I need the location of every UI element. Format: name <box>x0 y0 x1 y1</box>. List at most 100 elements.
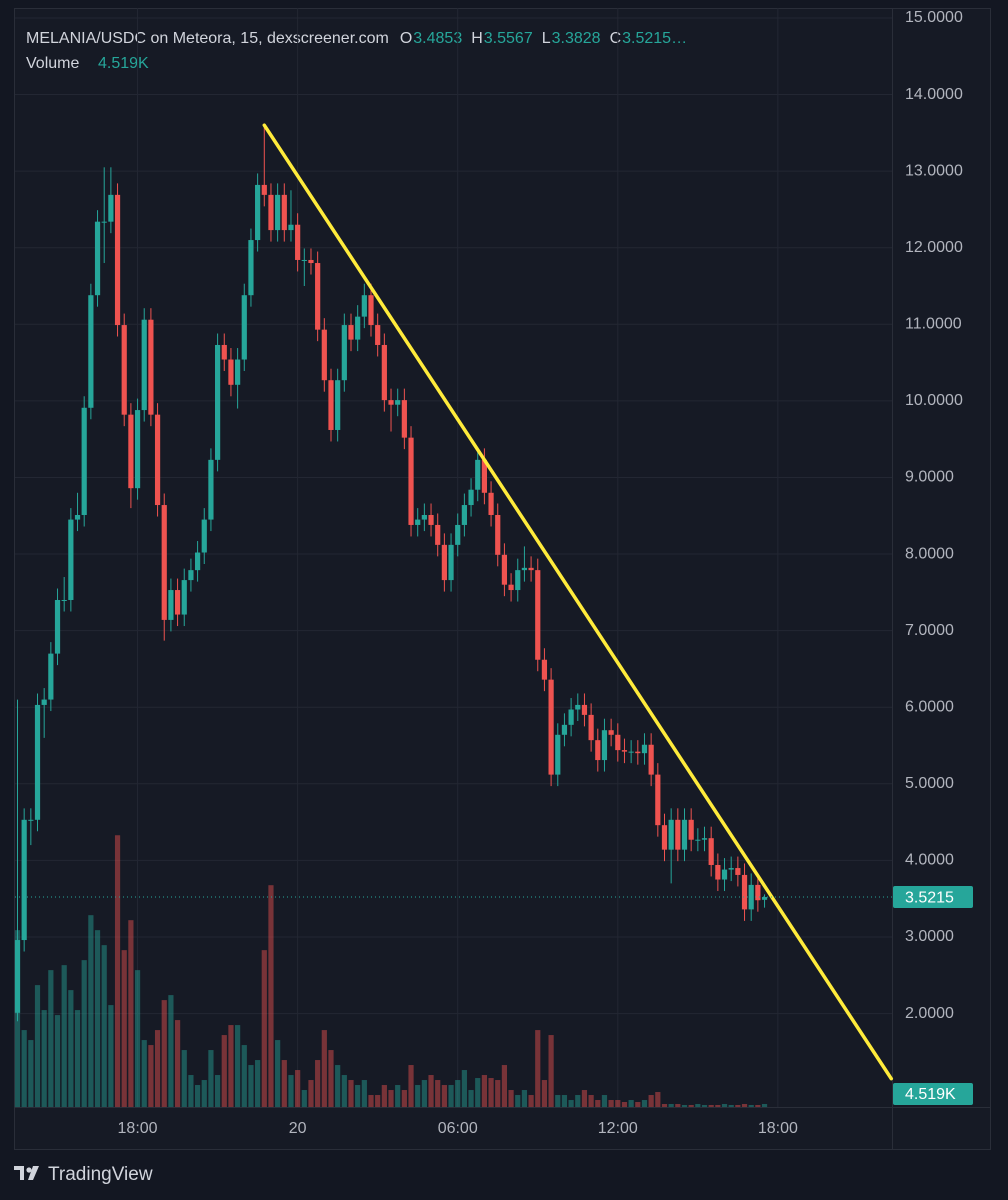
ohlc-key: C <box>610 30 622 47</box>
volume-bar <box>668 1104 674 1107</box>
volume-bar <box>481 1075 487 1107</box>
volume-bar <box>308 1080 314 1107</box>
ohlc-key: L <box>542 30 551 47</box>
candle-body <box>141 319 147 411</box>
volume-bar <box>194 1085 201 1107</box>
candle-body <box>581 704 588 715</box>
volume-bar <box>388 1090 394 1107</box>
volume-bar <box>228 1025 234 1107</box>
candle-body <box>688 819 694 840</box>
volume-bar <box>448 1085 454 1107</box>
volume-bar <box>34 985 41 1107</box>
candle-body <box>241 295 247 360</box>
candle-body <box>675 819 681 850</box>
volume-bar <box>581 1090 588 1107</box>
candle-body <box>321 329 327 381</box>
candle-body <box>528 567 534 571</box>
candle-body <box>315 263 321 330</box>
volume-bar <box>761 1103 768 1107</box>
candle-body <box>681 819 688 850</box>
volume-bar <box>755 1105 761 1107</box>
volume-bar <box>615 1100 621 1107</box>
candle-body <box>121 325 127 415</box>
volume-bar <box>641 1100 648 1107</box>
candle-body <box>375 325 381 345</box>
candle-body <box>741 874 748 910</box>
candle-body <box>381 344 387 401</box>
volume-bar <box>488 1078 494 1107</box>
candle-body <box>221 344 227 360</box>
volume-bar <box>68 990 74 1107</box>
last-price-label: 3.5215 <box>905 889 954 906</box>
candle-body <box>595 740 601 761</box>
candle-body <box>114 194 121 326</box>
candle-body <box>701 838 708 840</box>
candle-body <box>588 714 594 741</box>
volume-bar <box>381 1085 387 1107</box>
volume-bar <box>561 1095 568 1107</box>
volume-bar <box>148 1045 154 1107</box>
candle-body <box>41 699 47 705</box>
volume-bar <box>161 1000 167 1107</box>
ohlc-key: O <box>400 30 412 47</box>
candle-body <box>248 240 254 296</box>
candle-body <box>281 194 287 231</box>
candle-body <box>228 359 234 385</box>
candle-body <box>148 319 154 415</box>
candle-body <box>308 259 314 264</box>
volume-bar <box>341 1075 347 1107</box>
y-tick-label: 7.0000 <box>905 622 954 639</box>
volume-bar <box>248 1065 254 1107</box>
volume-bar <box>475 1078 481 1107</box>
volume-bar <box>134 970 141 1107</box>
candle-body <box>455 524 461 545</box>
volume-bar <box>101 945 107 1107</box>
candle-body <box>355 316 361 340</box>
candle-body <box>128 414 134 489</box>
candle-body <box>14 940 21 1013</box>
candle-body <box>601 730 608 761</box>
volume-bar <box>215 1075 221 1107</box>
candle-body <box>235 359 241 385</box>
candle-body <box>628 751 634 753</box>
volume-bar <box>288 1075 294 1107</box>
candle-body <box>621 750 628 752</box>
volume-bar <box>575 1095 581 1107</box>
candle-body <box>548 679 554 775</box>
volume-bar <box>508 1090 514 1107</box>
volume-bar <box>435 1080 441 1107</box>
candle-body <box>295 224 301 260</box>
volume-bar <box>275 1040 281 1107</box>
candle-body <box>401 400 407 438</box>
y-tick-label: 11.0000 <box>905 316 962 333</box>
candle-body <box>575 704 581 710</box>
candle-body <box>435 524 441 545</box>
candle-body <box>368 295 374 326</box>
candle-body <box>388 400 394 405</box>
volume-bar <box>81 960 87 1107</box>
candle-body <box>481 459 487 493</box>
candle-body <box>61 600 67 602</box>
last-volume-label: 4.519K <box>905 1086 956 1103</box>
candle-body <box>208 459 214 520</box>
volume-bar <box>661 1104 668 1107</box>
volume-bar <box>208 1050 214 1107</box>
y-tick-label: 5.0000 <box>905 775 954 792</box>
y-tick-label: 6.0000 <box>905 698 954 715</box>
volume-bar <box>255 1060 261 1107</box>
volume-bar <box>468 1090 474 1107</box>
volume-bar <box>588 1095 594 1107</box>
volume-bar <box>555 1095 561 1107</box>
volume-bar <box>695 1104 701 1107</box>
volume-bar <box>154 1030 161 1107</box>
candle-body <box>495 514 501 555</box>
volume-bar <box>628 1100 634 1107</box>
y-tick-label: 15.0000 <box>905 9 963 26</box>
candle-body <box>501 554 508 585</box>
trendline <box>262 123 894 1081</box>
volume-bar <box>355 1085 361 1107</box>
header-title: MELANIA/USDC on Meteora, 15, dexscreener… <box>26 30 389 47</box>
last-volume-box <box>893 1083 973 1105</box>
candle-body <box>395 400 401 405</box>
